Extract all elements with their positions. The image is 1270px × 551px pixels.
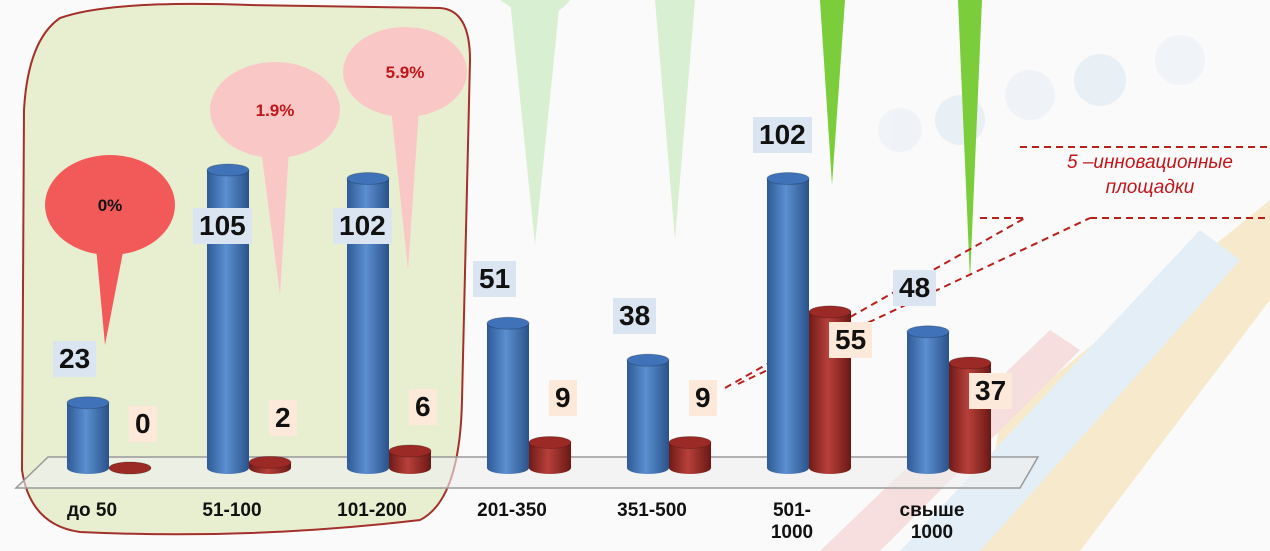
bar-bottom (207, 462, 249, 474)
bar (67, 403, 109, 468)
chart: 0% 1.9% 5.9% 5 –инновационные площадки до … (0, 0, 1270, 551)
data-label: 23 (53, 341, 96, 377)
bar-top (249, 456, 291, 468)
bar-bottom (67, 462, 109, 474)
bar-top (109, 462, 151, 474)
bar-top (487, 317, 529, 329)
data-label: 102 (333, 208, 392, 244)
bar-bottom (809, 462, 851, 474)
bubble-label: 0% (98, 196, 123, 215)
x-tick-label: 501-1000 (752, 500, 832, 544)
bar-bottom (907, 462, 949, 474)
data-label: 55 (829, 322, 872, 358)
x-tick-label: 51-100 (192, 500, 272, 522)
bar-top (347, 173, 389, 185)
data-label: 0 (129, 406, 157, 442)
data-label: 37 (969, 373, 1012, 409)
bar-top (767, 173, 809, 185)
data-label: 48 (893, 270, 936, 306)
bar-bottom (767, 462, 809, 474)
bar (907, 332, 949, 468)
bar-top (809, 306, 851, 318)
x-tick-label: 201-350 (472, 500, 552, 522)
bar-bottom (627, 462, 669, 474)
data-label: 9 (689, 380, 717, 416)
data-label: 102 (753, 117, 812, 153)
x-tick-label: до 50 (52, 500, 132, 522)
data-label: 6 (409, 389, 437, 425)
data-label: 38 (613, 298, 656, 334)
annotation-text: 5 –инновационные площадки (1060, 150, 1240, 200)
bar-bottom (949, 462, 991, 474)
bubble-label: 1.9% (256, 101, 295, 120)
data-label: 2 (269, 400, 297, 436)
x-tick-label: 101-200 (332, 500, 412, 522)
data-label: 9 (549, 380, 577, 416)
chart-canvas: 0% 1.9% 5.9% (0, 0, 1270, 551)
bar-bottom (487, 462, 529, 474)
data-label: 51 (473, 261, 516, 297)
bar-bottom (669, 462, 711, 474)
x-tick-label: 351-500 (612, 500, 692, 522)
bar (627, 360, 669, 468)
bar-top (627, 354, 669, 366)
bar-top (669, 436, 711, 448)
bar-top (907, 326, 949, 338)
bar-bottom (347, 462, 389, 474)
bar-top (67, 397, 109, 409)
bar-top (207, 164, 249, 176)
bar-bottom (529, 462, 571, 474)
bar-top (949, 357, 991, 369)
bar-top (529, 436, 571, 448)
bar (767, 179, 809, 468)
bar-bottom (389, 462, 431, 474)
data-label: 105 (193, 208, 252, 244)
bar (487, 323, 529, 468)
bar-top (389, 445, 431, 457)
bubble-label: 5.9% (386, 63, 425, 82)
x-tick-label: свыше 1000 (892, 500, 972, 544)
